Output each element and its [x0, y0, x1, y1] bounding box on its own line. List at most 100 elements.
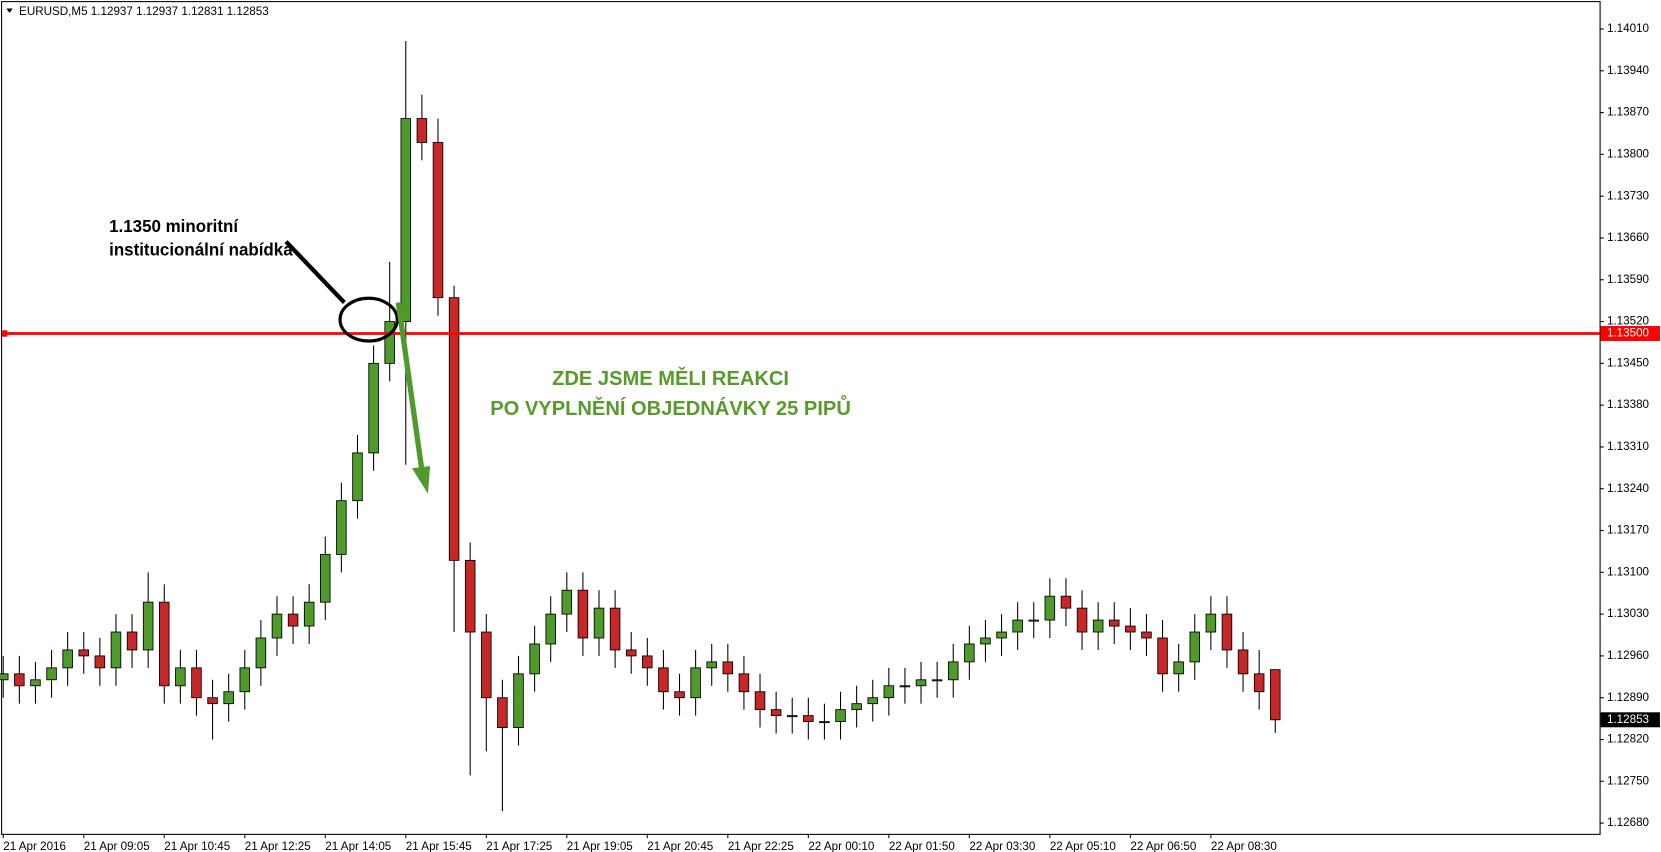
candle-body — [336, 500, 347, 555]
candle-body — [271, 613, 283, 639]
marks — [0, 40, 1600, 812]
level-label: 1.13500 — [1607, 327, 1650, 340]
candle-body — [754, 691, 766, 711]
highlight-ellipse — [338, 296, 399, 343]
candle-body — [1157, 637, 1168, 675]
candle-body — [1092, 619, 1104, 633]
candle-body — [255, 637, 267, 669]
price-label: 1.12853 — [1607, 713, 1649, 726]
candle-body — [915, 679, 927, 687]
candle-body — [239, 667, 251, 693]
x-tick-label: 21 Apr 14:05 — [325, 840, 391, 852]
candle-body — [867, 697, 878, 705]
candle-body — [287, 613, 299, 627]
candle-body — [561, 589, 573, 615]
candle-body — [1125, 625, 1136, 633]
candle-body — [706, 661, 717, 669]
candle-body — [1237, 649, 1249, 675]
candle-body — [996, 631, 1007, 639]
candle-body — [931, 679, 943, 682]
candle-body — [529, 643, 540, 675]
candle-body — [819, 721, 830, 724]
candle-body — [14, 673, 25, 687]
candle-body — [625, 649, 637, 657]
candle-body — [964, 643, 975, 663]
candle-body — [416, 118, 428, 143]
candle-body — [1044, 595, 1056, 621]
x-tick-label: 21 Apr 17:25 — [486, 840, 552, 852]
candle-body — [432, 142, 444, 299]
arrow-shaft — [395, 302, 425, 469]
candle-body — [1109, 619, 1120, 627]
candle-body — [980, 637, 991, 645]
candle-body — [786, 715, 798, 718]
x-tick-label: 21 Apr 2016 — [3, 840, 66, 852]
y-tick-label: 1.12820 — [1607, 733, 1650, 746]
candle-body — [207, 697, 218, 705]
candle-body — [30, 679, 41, 687]
level-label-box — [1600, 326, 1660, 341]
candle-body — [545, 613, 556, 645]
x-tick-label: 21 Apr 10:45 — [164, 840, 230, 852]
candle-body — [191, 667, 202, 699]
candle-body — [947, 661, 959, 681]
y-tick-label: 1.13450 — [1607, 356, 1650, 369]
y-tick-label: 1.12960 — [1607, 649, 1650, 662]
y-tick-label: 1.13100 — [1607, 565, 1650, 578]
candle-body — [770, 709, 782, 717]
candle-body — [1221, 613, 1233, 651]
candle-body — [1012, 619, 1023, 633]
annotation: PO VYPLNĚNÍ OBJEDNÁVKY 25 PIPŮ — [490, 394, 851, 420]
level-handle — [2, 330, 8, 337]
candle-body — [513, 673, 524, 728]
candle-body — [851, 703, 862, 711]
candle-body — [1028, 619, 1040, 622]
x-tick-label: 22 Apr 05:10 — [1050, 840, 1116, 852]
y-tick-label: 1.13310 — [1607, 440, 1650, 453]
menu-triangle — [6, 8, 13, 13]
x-tick-label: 22 Apr 03:30 — [969, 840, 1035, 852]
symbol-header: EURUSD,M5 1.12937 1.12937 1.12831 1.1285… — [19, 5, 269, 18]
candle-body — [175, 667, 186, 687]
candle-body — [46, 667, 57, 681]
candle-body — [690, 667, 701, 699]
annotation: institucionální nabídka — [109, 241, 293, 260]
candle-body — [1076, 607, 1088, 633]
candle-body — [352, 452, 363, 502]
candle-body — [738, 673, 750, 693]
candle-body — [835, 709, 846, 723]
candle-body — [658, 667, 669, 693]
pointer-line — [284, 240, 346, 305]
candle-body — [642, 655, 653, 669]
x-tick-label: 22 Apr 06:50 — [1130, 840, 1196, 852]
candle-body — [577, 589, 589, 639]
candle-body — [609, 607, 621, 651]
candle-body — [1141, 631, 1152, 639]
y-tick-label: 1.13030 — [1607, 607, 1650, 620]
x-tick-label: 22 Apr 08:30 — [1211, 840, 1277, 852]
candle-body — [368, 362, 379, 454]
candle-body — [0, 673, 9, 681]
candle-body — [448, 297, 460, 561]
candle-body — [126, 631, 138, 651]
y-tick-label: 1.13870 — [1607, 106, 1650, 119]
y-tick-label: 1.13520 — [1607, 315, 1650, 328]
x-tick-label: 21 Apr 12:25 — [245, 840, 311, 852]
candle-body — [722, 661, 734, 675]
x-tick-label: 21 Apr 22:25 — [728, 840, 794, 852]
y-tick-label: 1.12750 — [1607, 774, 1650, 787]
annotation: ZDE JSME MĚLI REAKCI — [552, 366, 789, 390]
candle-body — [899, 685, 911, 688]
plot-frame — [1, 1, 1601, 835]
candle-body — [1189, 631, 1201, 663]
y-tick-label: 1.13380 — [1607, 398, 1650, 411]
candle-body — [1205, 613, 1217, 633]
y-tick-label: 1.13800 — [1607, 147, 1650, 160]
price-label-box — [1600, 712, 1660, 728]
candle-body — [320, 553, 331, 603]
y-tick-label: 1.13730 — [1607, 189, 1650, 202]
candle-body — [883, 685, 895, 699]
